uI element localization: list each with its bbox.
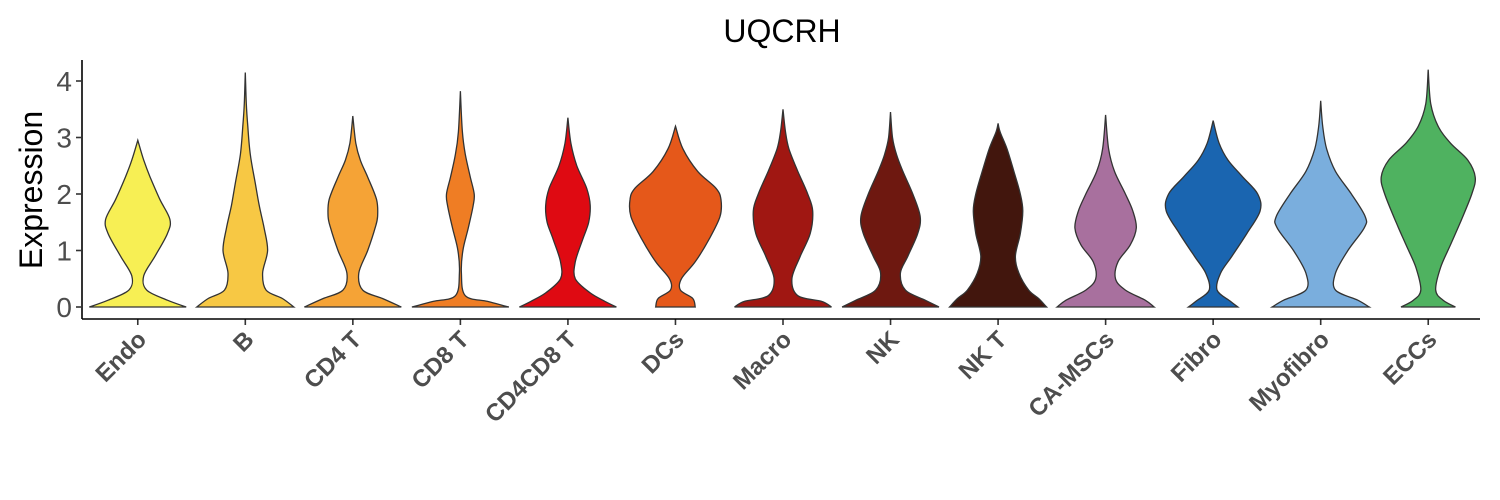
x-tick-label: NK: [861, 326, 905, 370]
violin-cd4cd8-t: [519, 117, 617, 308]
x-tick-label: Fibro: [1166, 326, 1228, 388]
chart-title: UQCRH: [723, 13, 840, 49]
x-tick-label: CA-MSCs: [1023, 326, 1119, 422]
y-axis-label: Expression: [13, 111, 49, 269]
x-tick-label: CD4 T: [299, 326, 367, 394]
violin-group: [89, 69, 1477, 308]
x-tick-label: CD8 T: [407, 326, 475, 394]
x-tick-label: B: [228, 326, 259, 357]
y-tick-label: 2: [56, 179, 72, 210]
y-axis: 0 1 2 3 4: [56, 60, 83, 323]
x-tick-label: ECCs: [1378, 326, 1442, 390]
y-tick-label: 4: [56, 66, 72, 97]
x-tick-label: Macro: [728, 326, 797, 395]
violin-ca-mscs: [1055, 114, 1157, 308]
violin-endo: [89, 138, 187, 308]
violin-cd4-t: [304, 115, 402, 308]
y-tick-label: 0: [56, 292, 72, 323]
x-tick-label: NK T: [954, 326, 1013, 385]
violin-macro: [734, 109, 832, 308]
violin-eccs: [1380, 69, 1477, 308]
x-tick-label: DCs: [637, 326, 690, 379]
x-tick-label: Myofibro: [1244, 326, 1335, 417]
violin-dcs: [628, 124, 723, 308]
x-axis: Endo B CD4 T CD8 T CD4CD8 T DCs Macro NK NK T CA-…: [82, 318, 1480, 428]
violin-b: [194, 72, 296, 308]
violin-nk: [841, 112, 940, 308]
violin-myofibro: [1269, 100, 1372, 308]
x-tick-label: CD4CD8 T: [480, 326, 582, 428]
violin-cd8-t: [411, 91, 510, 308]
y-tick-label: 3: [56, 123, 72, 154]
x-tick-label: Endo: [90, 326, 152, 388]
y-tick-label: 1: [56, 236, 72, 267]
violin-fibro: [1164, 120, 1262, 308]
violin-nk-t: [948, 123, 1049, 308]
